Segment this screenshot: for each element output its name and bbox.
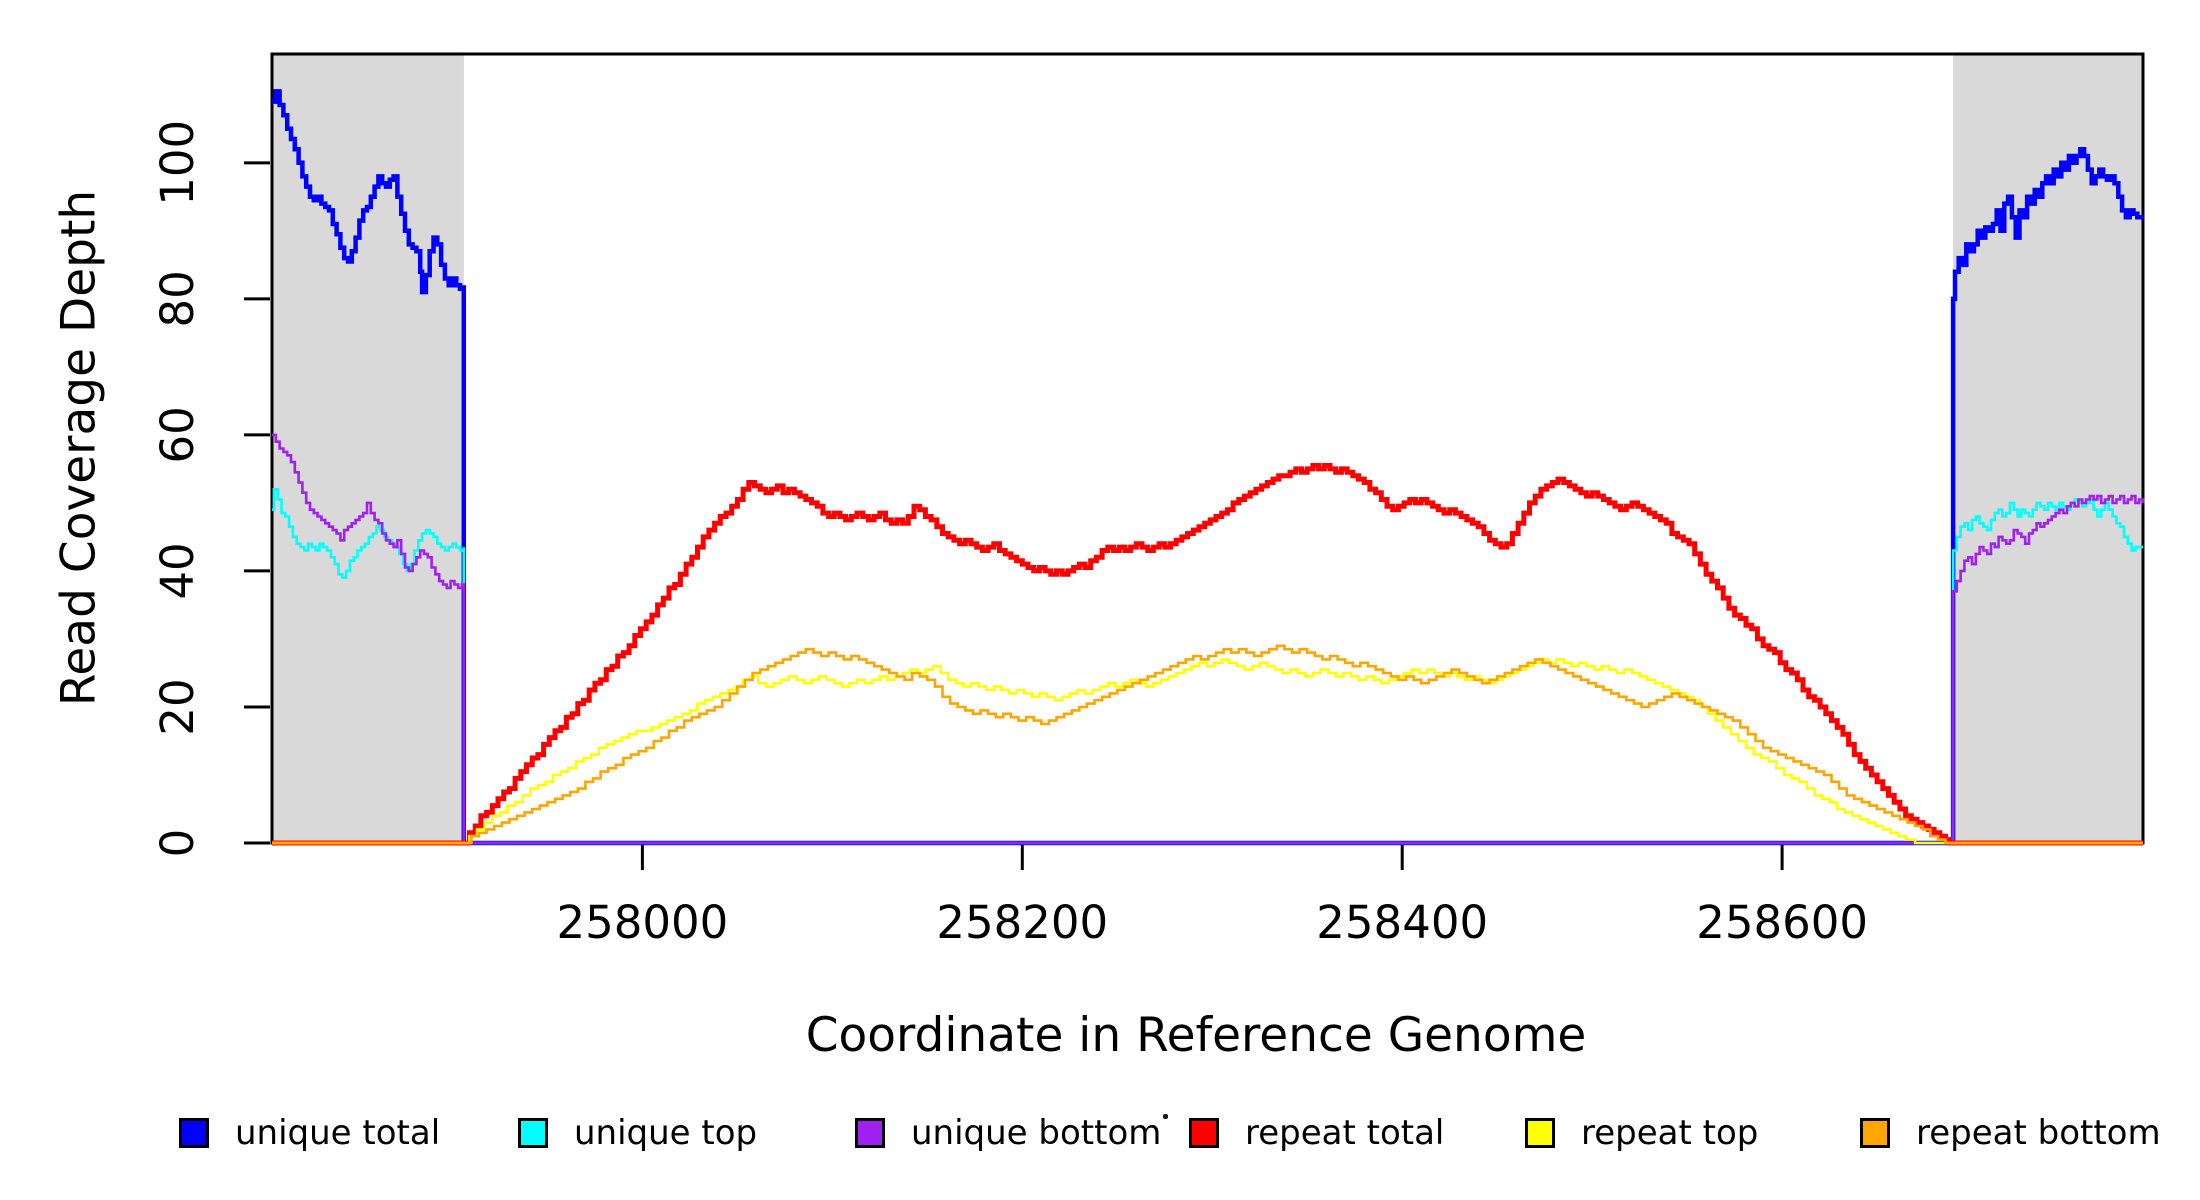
stray-dot bbox=[1163, 1114, 1168, 1119]
y-tick-label: 20 bbox=[151, 678, 204, 735]
shaded-region bbox=[1953, 54, 2143, 843]
legend-swatch-unique-total bbox=[179, 1118, 209, 1148]
y-tick-label: 100 bbox=[151, 120, 204, 206]
plot-border bbox=[270, 52, 2145, 845]
y-tick-label: 40 bbox=[151, 542, 204, 599]
legend-item-repeat-total: repeat total bbox=[1189, 1116, 1444, 1150]
x-axis-title: Coordinate in Reference Genome bbox=[805, 1008, 1587, 1063]
legend-item-repeat-top: repeat top bbox=[1525, 1116, 1758, 1150]
series-repeat-bottom-line bbox=[272, 644, 2143, 845]
legend-label: repeat top bbox=[1581, 1113, 1759, 1153]
y-tick-label: 80 bbox=[151, 270, 204, 327]
legend-label: unique bottom bbox=[911, 1113, 1162, 1153]
y-tick-label: 60 bbox=[151, 406, 204, 463]
series-unique-total-line bbox=[272, 89, 2143, 846]
legend-swatch-unique-top bbox=[518, 1118, 548, 1148]
legend-label: unique total bbox=[235, 1113, 441, 1153]
legend-label: repeat bottom bbox=[1916, 1113, 2161, 1153]
legend-item-unique-bottom: unique bottom bbox=[855, 1116, 1161, 1150]
x-tick-label: 258200 bbox=[936, 896, 1108, 949]
series-repeat-top-line bbox=[272, 658, 2143, 845]
legend-swatch-repeat-total bbox=[1189, 1118, 1219, 1148]
legend-swatch-repeat-bottom bbox=[1860, 1118, 1890, 1148]
series-repeat-total-line bbox=[272, 463, 2143, 846]
x-tick-label: 258000 bbox=[557, 896, 729, 949]
legend-item-unique-total: unique total bbox=[179, 1116, 440, 1150]
legend-label: repeat total bbox=[1245, 1113, 1445, 1153]
x-tick-label: 258400 bbox=[1316, 896, 1488, 949]
y-tick-label: 0 bbox=[151, 829, 204, 858]
series-layer bbox=[272, 89, 2145, 846]
legend-swatch-repeat-top bbox=[1525, 1118, 1555, 1148]
y-axis-title: Read Coverage Depth bbox=[51, 189, 107, 707]
x-tick-label: 258600 bbox=[1696, 896, 1868, 949]
legend-label: unique top bbox=[574, 1113, 758, 1153]
legend-swatch-unique-bottom bbox=[855, 1118, 885, 1148]
legend-item-unique-top: unique top bbox=[518, 1116, 757, 1150]
series-unique-bottom-line bbox=[272, 433, 2145, 845]
legend-item-repeat-bottom: repeat bottom bbox=[1860, 1116, 2161, 1150]
